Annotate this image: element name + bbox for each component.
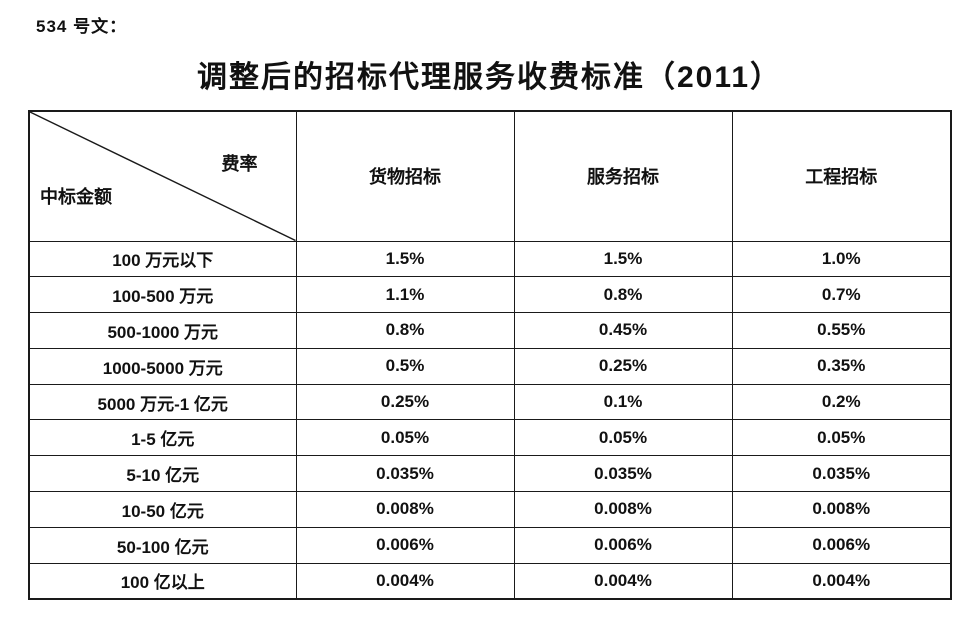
table-row: 5000 万元-1 亿元 0.25% 0.1% 0.2% [28,383,952,421]
table-row: 50-100 亿元 0.006% 0.006% 0.006% [28,526,952,564]
rate-cell: 1.5% [513,240,733,278]
row-label: 100 亿以上 [28,562,297,600]
column-header-goods: 货物招标 [295,110,515,242]
rate-cell: 0.8% [295,312,515,349]
table-row: 1-5 亿元 0.05% 0.05% 0.05% [28,419,952,457]
row-label: 5000 万元-1 亿元 [28,383,297,421]
row-label: 50-100 亿元 [28,526,297,564]
rate-cell: 0.008% [295,491,515,528]
rate-cell: 1.0% [731,240,952,278]
rate-cell: 0.5% [295,347,515,385]
table-row: 500-1000 万元 0.8% 0.45% 0.55% [28,312,952,349]
column-header-services: 服务招标 [513,110,733,242]
rate-cell: 0.8% [513,276,733,314]
rate-cell: 1.5% [295,240,515,278]
diagonal-divider-line [30,112,296,241]
column-header-engineering: 工程招标 [731,110,952,242]
fee-table: 费率 中标金额 货物招标 服务招标 工程招标 100 万元以下 1.5% 1.5% 1… [28,110,952,600]
rate-cell: 0.004% [513,562,733,600]
doc-number-label: 534 号文： [36,17,128,36]
rate-cell: 0.035% [731,455,952,493]
rate-cell: 0.006% [513,526,733,564]
rate-cell: 0.55% [731,312,952,349]
table-row: 5-10 亿元 0.035% 0.035% 0.035% [28,455,952,493]
rate-cell: 1.1% [295,276,515,314]
corner-label-amount: 中标金额 [40,186,112,207]
rate-cell: 0.2% [731,383,952,421]
row-label: 1000-5000 万元 [28,347,297,385]
rate-cell: 0.25% [513,347,733,385]
rate-cell: 0.006% [295,526,515,564]
table-row: 100 亿以上 0.004% 0.004% 0.004% [28,562,952,600]
table-row: 100-500 万元 1.1% 0.8% 0.7% [28,276,952,314]
row-label: 500-1000 万元 [28,312,297,349]
rate-cell: 0.008% [731,491,952,528]
rate-cell: 0.035% [295,455,515,493]
corner-header-cell: 费率 中标金额 [28,110,297,242]
rate-cell: 0.05% [731,419,952,457]
rate-cell: 0.45% [513,312,733,349]
table-row: 100 万元以下 1.5% 1.5% 1.0% [28,240,952,278]
row-label: 10-50 亿元 [28,491,297,528]
rate-cell: 0.1% [513,383,733,421]
rate-cell: 0.004% [295,562,515,600]
rate-cell: 0.006% [731,526,952,564]
corner-label-rate: 费率 [221,154,258,174]
page-title: 调整后的招标代理服务收费标准（2011） [196,61,783,94]
rate-cell: 0.035% [513,455,733,493]
rate-cell: 0.35% [731,347,952,385]
header-row: 费率 中标金额 货物招标 服务招标 工程招标 [28,110,952,242]
rate-cell: 0.25% [295,383,515,421]
table-body: 100 万元以下 1.5% 1.5% 1.0% 100-500 万元 1.1% 0.8% 0.… [28,240,952,600]
rate-cell: 0.7% [731,276,952,314]
rate-cell: 0.05% [513,419,733,457]
table-row: 10-50 亿元 0.008% 0.008% 0.008% [28,491,952,528]
rate-cell: 0.05% [295,419,515,457]
rate-cell: 0.008% [513,491,733,528]
row-label: 1-5 亿元 [28,419,297,457]
table-row: 1000-5000 万元 0.5% 0.25% 0.35% [28,347,952,385]
rate-cell: 0.004% [731,562,952,600]
table-header: 费率 中标金额 货物招标 服务招标 工程招标 [28,110,952,242]
row-label: 5-10 亿元 [28,455,297,493]
row-label: 100-500 万元 [28,276,297,314]
row-label: 100 万元以下 [28,240,297,278]
